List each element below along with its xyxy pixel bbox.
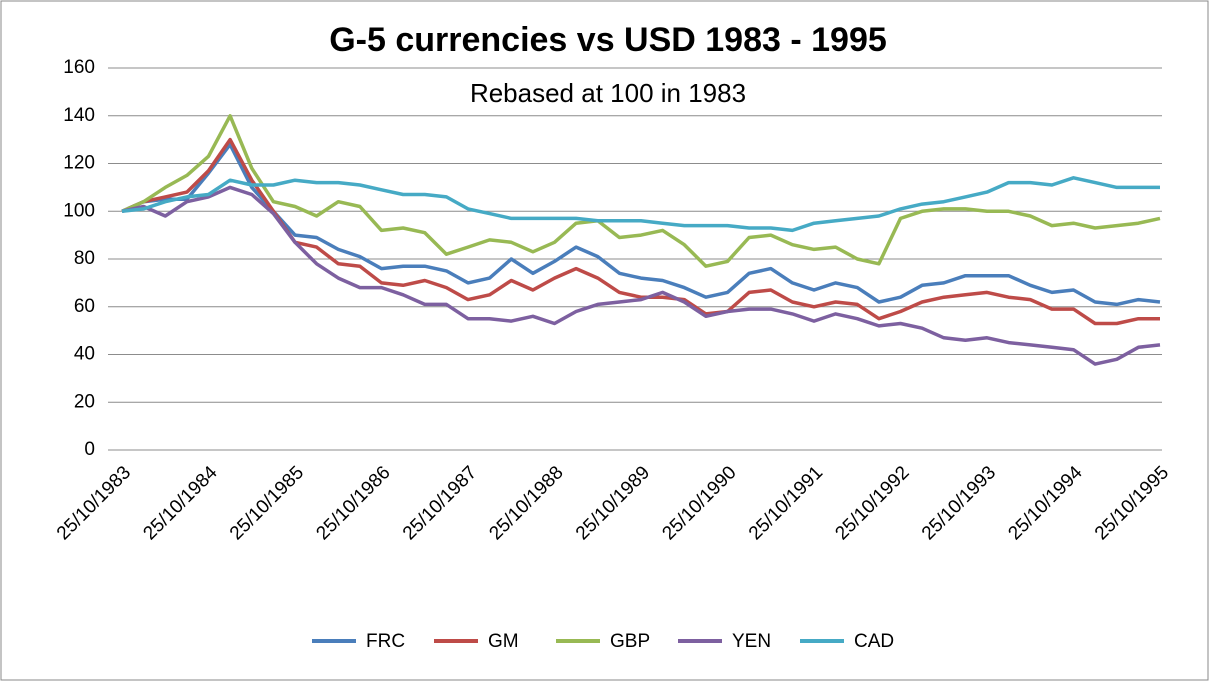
chart-subtitle: Rebased at 100 in 1983 bbox=[470, 78, 746, 108]
series-line bbox=[121, 176, 1160, 233]
y-tick-label: 120 bbox=[63, 153, 95, 174]
legend-label: GM bbox=[488, 631, 519, 652]
y-tick-label: 60 bbox=[74, 296, 95, 317]
legend-label: CAD bbox=[854, 631, 894, 652]
legend-label: FRC bbox=[366, 631, 405, 652]
series-line bbox=[121, 142, 1161, 307]
y-tick-label: 140 bbox=[63, 105, 95, 126]
y-tick-label: 100 bbox=[63, 200, 95, 221]
y-tick-label: 20 bbox=[74, 391, 95, 412]
y-tick-label: 160 bbox=[63, 57, 95, 78]
legend-label: GBP bbox=[610, 631, 650, 652]
y-tick-label: 80 bbox=[74, 248, 95, 269]
series-line bbox=[121, 114, 1161, 268]
chart-title: G-5 currencies vs USD 1983 - 1995 bbox=[329, 21, 887, 59]
legend-label: YEN bbox=[732, 631, 771, 652]
y-tick-label: 40 bbox=[74, 344, 95, 365]
y-tick-label: 0 bbox=[84, 439, 95, 460]
series-line bbox=[121, 185, 1161, 366]
